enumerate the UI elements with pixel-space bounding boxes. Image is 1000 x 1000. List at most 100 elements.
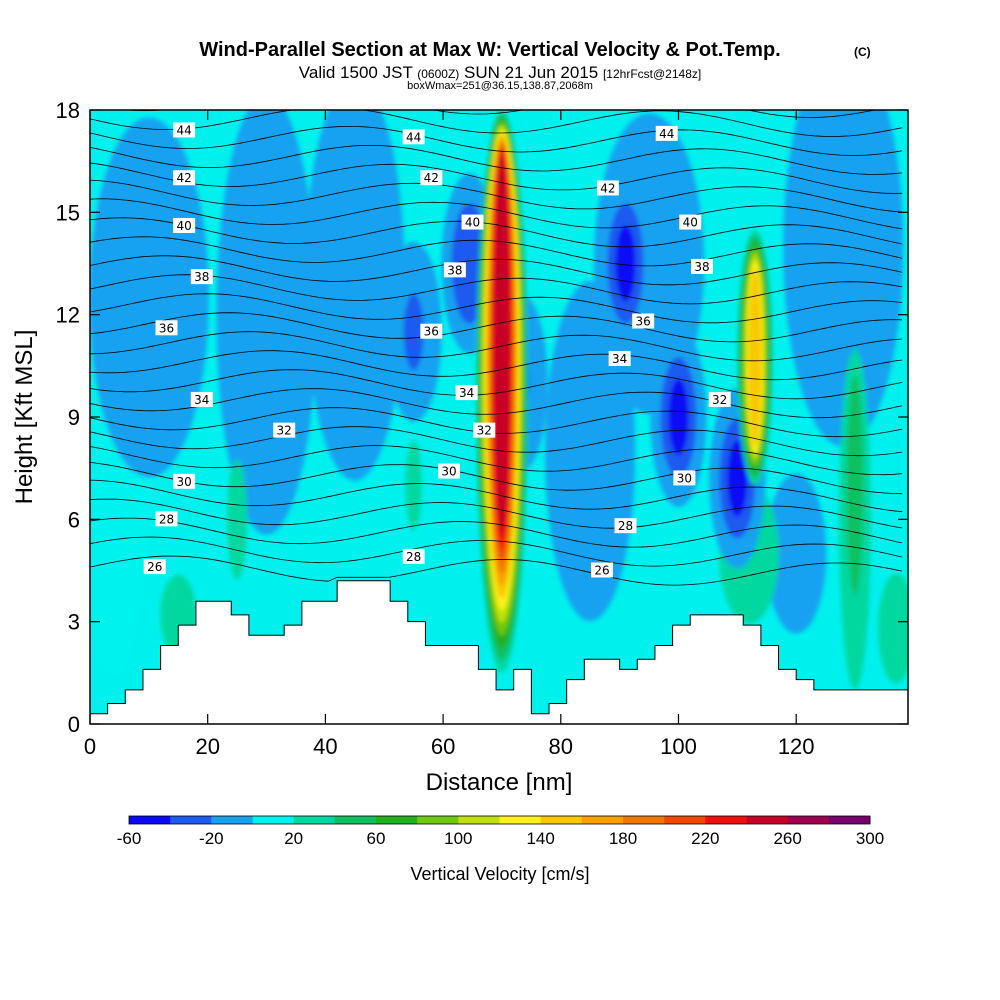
contour-label: 42 [173, 170, 196, 186]
colorbar-tick-label: 140 [526, 829, 554, 848]
updraft-core [493, 153, 511, 536]
contour-label-box [679, 214, 702, 230]
theta-contour [90, 462, 903, 495]
y-axis-label: Height [Kft MSL] [11, 330, 38, 505]
contour-label-box [614, 518, 637, 534]
contour-label-text: 34 [194, 393, 209, 407]
contour-label-text: 36 [636, 314, 651, 328]
colorbar-tick-label: 300 [856, 829, 884, 848]
colorbar-swatch [828, 816, 871, 824]
contour-label: 26 [590, 562, 613, 578]
theta-contour [90, 407, 903, 438]
contour-label: 40 [679, 214, 702, 230]
contour-label-box [691, 258, 714, 274]
x-tick-label: 60 [431, 734, 455, 759]
subtitle-forecast: [12hrFcst@2148z] [603, 67, 701, 81]
contour-label: 32 [473, 422, 496, 438]
contour-label-text: 38 [194, 270, 209, 284]
colorbar-label: Vertical Velocity [cm/s] [410, 864, 589, 884]
theta-contour [90, 426, 903, 457]
contour-label: 34 [190, 391, 213, 407]
downdraft-core [459, 225, 480, 302]
contour-label: 28 [402, 548, 425, 564]
contour-label-text: 40 [683, 216, 698, 230]
contour-label-box [673, 470, 696, 486]
colorbar-swatch [211, 816, 253, 824]
theta-contour [90, 162, 903, 194]
x-tick-label: 40 [313, 734, 337, 759]
chart-subtitle-location: boxWmax=251@36.15,138.87,2068m [407, 80, 593, 92]
velocity-band [304, 110, 405, 481]
downdraft-core [668, 379, 689, 455]
theta-contour [90, 293, 903, 324]
subtitle-valid-time: Valid 1500 JST [299, 63, 413, 82]
x-tick-label: 80 [549, 734, 573, 759]
theta-contour [90, 445, 903, 476]
colorbar-tick-label: 180 [609, 829, 637, 848]
x-axis: 0 20 40 60 80 100 120 [84, 110, 815, 759]
colorbar-swatch [705, 816, 747, 824]
contour-label-text: 26 [594, 564, 609, 578]
contour-label: 42 [420, 170, 443, 186]
y-tick-label: 6 [68, 507, 80, 532]
contour-label: 38 [691, 258, 714, 274]
contour-label-text: 44 [406, 130, 421, 144]
contour-label-text: 44 [659, 127, 674, 141]
contour-label: 44 [173, 122, 196, 138]
colorbar-tick-label: 100 [444, 829, 472, 848]
contour-label: 26 [143, 559, 166, 575]
colorbar-swatch [376, 816, 418, 824]
contour-label-text: 36 [424, 325, 439, 339]
y-tick-label: 9 [68, 405, 80, 430]
colorbar-swatch [623, 816, 665, 824]
colorbar-tick-label: -20 [199, 829, 224, 848]
colorbar-swatch [334, 816, 377, 824]
contour-label-box [190, 391, 213, 407]
downdraft-core [403, 293, 424, 370]
contour-label-text: 44 [177, 123, 192, 137]
potential-temperature-contours [90, 110, 903, 586]
theta-contour [90, 555, 903, 586]
title-copyright-mark: (C) [854, 45, 871, 59]
y-tick-label: 18 [56, 98, 80, 123]
contour-label-box [173, 170, 196, 186]
contour-label-box [143, 559, 166, 575]
contour-label-text: 32 [477, 424, 492, 438]
contour-label-box [420, 323, 443, 339]
contour-label: 40 [173, 217, 196, 233]
theta-contour [90, 126, 903, 156]
theta-contour [90, 388, 903, 419]
contour-label-box [455, 385, 478, 401]
contour-label-box [461, 214, 484, 230]
contour-label-box [590, 562, 613, 578]
velocity-band [766, 473, 827, 634]
contour-label-box [155, 320, 178, 336]
velocity-band [783, 110, 904, 447]
y-tick-label: 15 [56, 200, 80, 225]
contour-label-box [437, 463, 460, 479]
theta-contour [90, 350, 903, 381]
contour-labels: 44 44 44 42 42 42 40 40 40 38 38 38 36 36 36 34 34 34 32 32… [143, 122, 731, 578]
contour-label-text: 28 [159, 512, 174, 526]
contour-label: 34 [608, 351, 631, 367]
velocity-band [90, 117, 209, 478]
contour-label-text: 30 [441, 465, 456, 479]
theta-contour [90, 274, 903, 305]
contour-label-text: 42 [177, 171, 192, 185]
terrain [90, 580, 908, 724]
theta-contour [90, 255, 903, 286]
contour-label: 36 [420, 323, 443, 339]
colorbar-frame [128, 815, 871, 825]
contour-label: 38 [443, 262, 466, 278]
subtitle-date: SUN 21 Jun 2015 [464, 63, 598, 82]
contour-label: 40 [461, 214, 484, 230]
velocity-band [405, 440, 422, 531]
contour-label: 42 [596, 180, 619, 196]
colorbar-tick-label: 60 [367, 829, 386, 848]
theta-contour [90, 498, 903, 529]
colorbar-swatch [499, 816, 542, 824]
contour-label: 28 [614, 518, 637, 534]
contour-label-box [173, 217, 196, 233]
contour-label-box [632, 313, 655, 329]
theta-contour [90, 198, 903, 230]
